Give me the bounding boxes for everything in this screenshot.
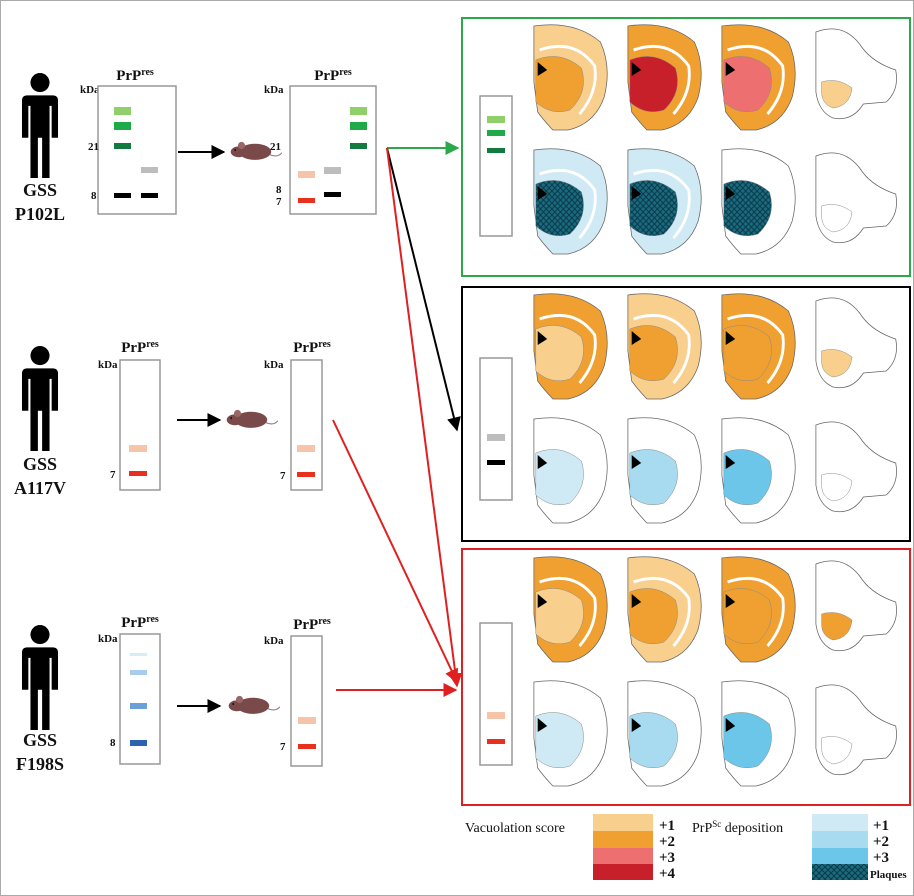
gel <box>98 86 176 214</box>
legend-swatch <box>812 848 868 864</box>
figure: GSS P102L PrPres kDa 21 8 PrPres kDa 21 … <box>0 0 914 896</box>
band <box>141 167 158 173</box>
legend-title-main: PrP <box>692 821 712 836</box>
band <box>114 107 131 115</box>
legend-label: +3 <box>873 850 889 866</box>
band <box>487 116 505 123</box>
legend-label: +1 <box>873 818 889 834</box>
band <box>114 193 131 198</box>
marker: 8 <box>91 190 97 202</box>
band <box>487 712 505 719</box>
band <box>487 739 505 744</box>
marker: 7 <box>280 741 286 753</box>
gel-title-sup: res <box>318 339 331 350</box>
marker: 21 <box>88 141 99 153</box>
legend-swatch <box>812 831 868 848</box>
mutation: F198S <box>16 754 64 774</box>
band <box>141 193 158 198</box>
legend-swatch <box>593 831 653 848</box>
marker: 7 <box>110 469 116 481</box>
legend-swatch <box>593 848 653 864</box>
gel-title-sup: res <box>318 616 331 627</box>
legend-swatch <box>593 864 653 880</box>
band <box>297 472 315 477</box>
band <box>487 130 505 136</box>
gel-title-main: PrP <box>293 617 318 633</box>
legend-label: Plaques <box>870 869 907 881</box>
mutation: P102L <box>15 204 65 224</box>
gel-title-sup: res <box>141 67 154 78</box>
band <box>129 471 147 476</box>
legend-label: +2 <box>659 834 675 850</box>
gel-title-main: PrP <box>293 340 318 356</box>
gel-title-main: PrP <box>314 68 339 84</box>
band <box>350 122 367 130</box>
gel-title-sup: res <box>146 614 159 625</box>
gel-title-main: PrP <box>116 68 141 84</box>
band <box>130 670 147 675</box>
marker: 8 <box>110 737 116 749</box>
marker: 7 <box>280 470 286 482</box>
band <box>350 107 367 115</box>
disease: GSS <box>23 454 57 474</box>
unit: kDa <box>264 635 284 647</box>
band <box>114 143 131 149</box>
unit: kDa <box>98 359 118 371</box>
band <box>298 717 316 724</box>
disease: GSS <box>23 180 57 200</box>
legend-label: +1 <box>659 818 675 834</box>
gel <box>120 360 160 490</box>
gel-title-main: PrP <box>121 340 146 356</box>
band <box>324 167 341 174</box>
band <box>298 198 315 203</box>
gel-title-main: PrP <box>121 615 146 631</box>
band <box>130 740 147 746</box>
gel-title-sup: res <box>339 67 352 78</box>
band <box>114 122 131 130</box>
unit: kDa <box>80 84 100 96</box>
band <box>487 434 505 441</box>
marker: 8 <box>276 184 282 196</box>
marker: 21 <box>270 141 281 153</box>
legend-swatch <box>812 814 868 831</box>
unit: kDa <box>264 359 284 371</box>
band <box>298 171 315 178</box>
gel <box>480 358 512 500</box>
unit: kDa <box>264 84 284 96</box>
legend-title-sup: Sc <box>712 819 721 829</box>
unit: kDa <box>98 633 118 645</box>
legend-label: +4 <box>659 866 676 882</box>
band <box>130 703 147 709</box>
gel-title-sup: res <box>146 339 159 350</box>
legend-label: +2 <box>873 834 889 850</box>
marker: 7 <box>276 196 282 208</box>
legend-title-rest: deposition <box>721 821 783 836</box>
band <box>130 653 147 656</box>
legend-title: Vacuolation score <box>465 821 565 836</box>
band <box>297 445 315 452</box>
legend-swatch <box>593 814 653 831</box>
band <box>487 460 505 465</box>
band <box>298 744 316 749</box>
disease: GSS <box>23 730 57 750</box>
band <box>350 143 367 149</box>
legend-swatch <box>812 864 868 880</box>
legend-label: +3 <box>659 850 675 866</box>
band <box>487 148 505 153</box>
gel <box>291 360 322 490</box>
band <box>129 445 147 452</box>
mutation: A117V <box>14 478 66 498</box>
band <box>324 192 341 197</box>
legend-title: PrPSc deposition <box>692 819 783 836</box>
